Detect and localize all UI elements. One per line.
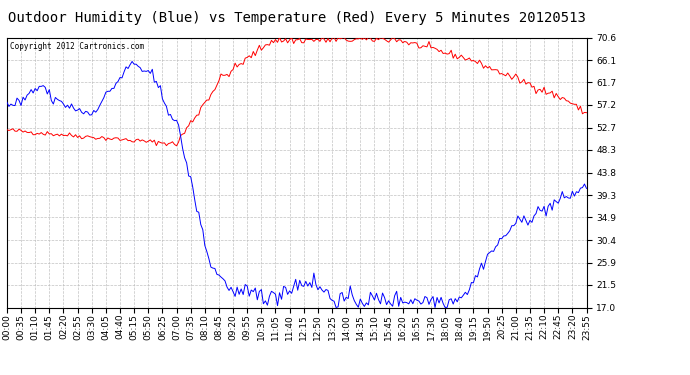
Text: Outdoor Humidity (Blue) vs Temperature (Red) Every 5 Minutes 20120513: Outdoor Humidity (Blue) vs Temperature (… (8, 11, 586, 25)
Text: Copyright 2012 Cartronics.com: Copyright 2012 Cartronics.com (10, 42, 144, 51)
